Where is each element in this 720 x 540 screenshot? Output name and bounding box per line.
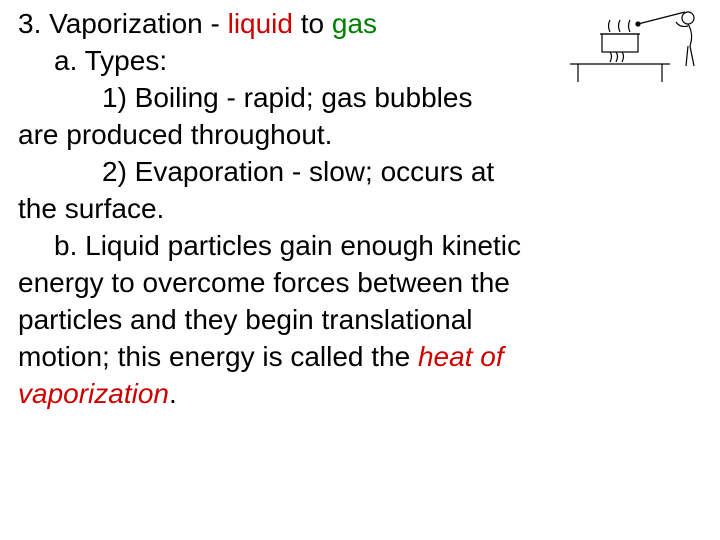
item-3a2-line2: the surface. bbox=[18, 191, 708, 226]
item-3b-line5: vaporization. bbox=[18, 376, 708, 411]
item-3b-line1: b. Liquid particles gain enough kinetic bbox=[18, 228, 708, 263]
term-vaporization: vaporization bbox=[18, 378, 169, 409]
item-3a2-line1: 2) Evaporation - slow; occurs at bbox=[18, 154, 708, 189]
item-3b-line4: motion; this energy is called the heat o… bbox=[18, 339, 708, 374]
text: 2) Evaporation - slow; occurs at bbox=[102, 156, 494, 187]
item-3a1-line2: are produced throughout. bbox=[18, 117, 708, 152]
item-3b-line3: particles and they begin translational bbox=[18, 302, 708, 337]
item-3b-line2: energy to overcome forces between the bbox=[18, 265, 708, 300]
text: the surface. bbox=[18, 193, 164, 224]
text: to bbox=[293, 8, 332, 39]
term-heat-of: heat of bbox=[418, 341, 504, 372]
word-liquid: liquid bbox=[228, 8, 293, 39]
boiling-pot-illustration bbox=[560, 4, 700, 94]
text: b. Liquid particles gain enough kinetic bbox=[54, 230, 521, 261]
text: 1) Boiling - rapid; gas bubbles bbox=[102, 82, 472, 113]
text: . bbox=[169, 378, 177, 409]
text: motion; this energy is called the bbox=[18, 341, 418, 372]
word-gas: gas bbox=[332, 8, 377, 39]
text: particles and they begin translational bbox=[18, 304, 473, 335]
text: a. Types: bbox=[54, 45, 167, 76]
text: 3. Vaporization - bbox=[18, 8, 228, 39]
text: energy to overcome forces between the bbox=[18, 267, 510, 298]
text: are produced throughout. bbox=[18, 119, 332, 150]
